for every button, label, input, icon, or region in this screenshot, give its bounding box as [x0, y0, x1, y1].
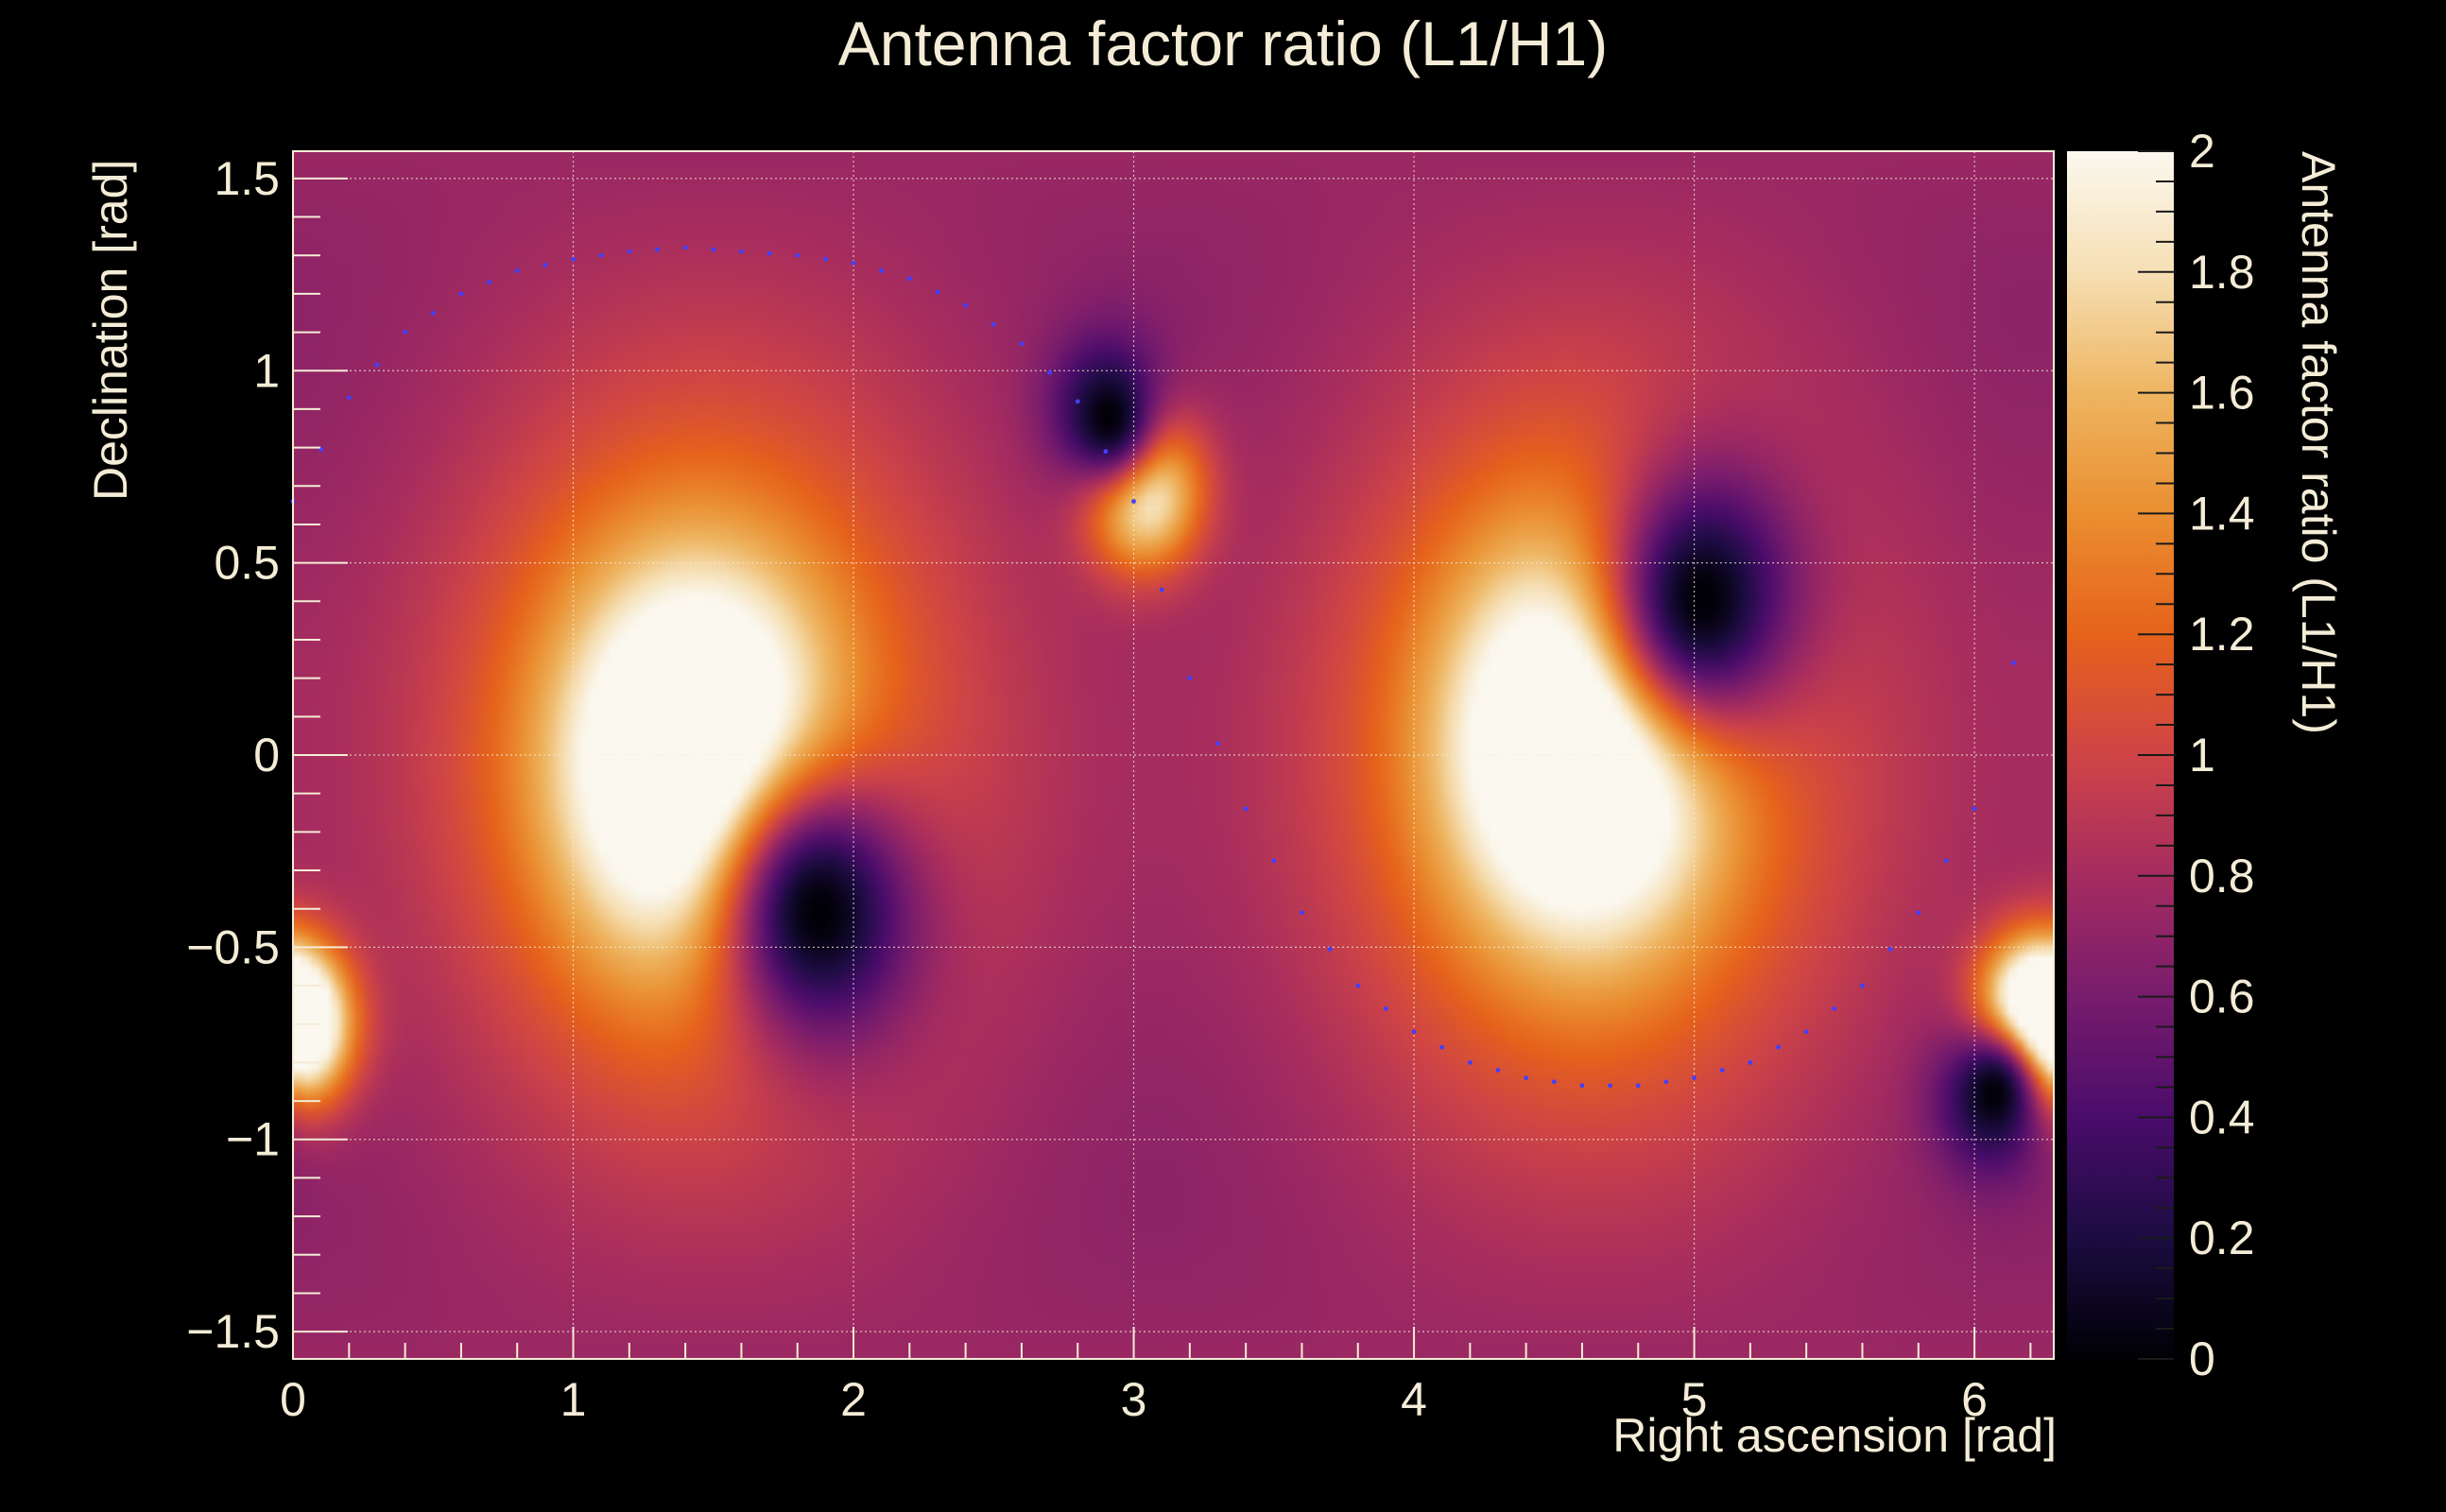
overlay-point [1215, 741, 1220, 746]
overlay-point [1103, 449, 1108, 454]
overlay-point [1468, 1060, 1473, 1065]
y-tick-label: 0.5 [214, 537, 280, 590]
colorbar-tick-label: 0.2 [2189, 1211, 2255, 1264]
overlay-point [1552, 1079, 1557, 1084]
colorbar-tick-label: 0.4 [2189, 1091, 2255, 1143]
colorbar-tick-label: 1.4 [2189, 487, 2255, 540]
y-tick-label: 1 [253, 344, 280, 397]
overlay-point [823, 257, 828, 262]
overlay-point [879, 268, 884, 273]
overlay-point [1439, 1045, 1444, 1050]
colorbar-tick-label: 0.6 [2189, 971, 2255, 1023]
overlay-point [1972, 807, 1977, 812]
overlay-point [1720, 1068, 1725, 1073]
overlay-point [1160, 588, 1164, 593]
overlay-point [1328, 947, 1333, 952]
overlay-point [795, 253, 800, 258]
overlay-point [1047, 370, 1052, 375]
x-tick-label: 2 [840, 1373, 867, 1426]
overlay-point [1355, 984, 1360, 988]
colorbar-tick-label: 0.8 [2189, 850, 2255, 902]
y-tick-label: −1 [226, 1113, 280, 1166]
y-axis-label: Declination [rad] [83, 160, 138, 501]
overlay-point [1187, 676, 1192, 680]
colorbar-tick-label: 1 [2189, 729, 2215, 782]
colorbar-tick-label: 1.8 [2189, 246, 2255, 299]
x-tick-label: 1 [560, 1373, 587, 1426]
colorbar-tick-label: 0 [2189, 1332, 2215, 1385]
overlay-point [459, 292, 464, 297]
overlay-point [767, 251, 772, 256]
overlay-point [1300, 910, 1304, 915]
overlay-point [347, 395, 352, 400]
overlay-point [1496, 1068, 1501, 1073]
overlay-point [1748, 1060, 1752, 1065]
overlay-point [571, 257, 576, 262]
x-tick-label: 3 [1121, 1373, 1147, 1426]
overlay-point [1664, 1079, 1669, 1084]
colorbar-tick-label: 2 [2189, 125, 2215, 178]
overlay-point [487, 280, 491, 284]
x-axis-label: Right ascension [rad] [1612, 1408, 2057, 1463]
overlay-point [1944, 858, 1949, 863]
overlay-point [375, 363, 380, 368]
overlay-point [1804, 1029, 1809, 1034]
overlay-point [1636, 1083, 1641, 1088]
overlay-point [1916, 910, 1921, 915]
y-tick-label: −0.5 [186, 920, 280, 973]
x-tick-label: 4 [1401, 1373, 1427, 1426]
colorbar-label: Antenna factor ratio (L1/H1) [2291, 151, 2346, 734]
overlay-point [936, 289, 940, 294]
overlay-point [2011, 661, 2016, 665]
colorbar-tick-label: 1.6 [2189, 367, 2255, 420]
overlay-point [1131, 499, 1136, 504]
overlay-point [431, 311, 436, 316]
overlay-point [403, 330, 407, 335]
overlay-point [1412, 1029, 1417, 1034]
overlay-point [907, 276, 912, 281]
overlay-point [1888, 947, 1893, 952]
overlay-point [655, 248, 660, 252]
overlay-point [739, 249, 744, 254]
overlay-point [1271, 858, 1276, 863]
x-tick-label: 0 [280, 1373, 306, 1426]
overlay-point [1384, 1006, 1388, 1011]
overlay-point [1692, 1075, 1697, 1080]
overlay-point [543, 263, 547, 267]
overlay-point [599, 253, 604, 258]
overlay-point [1020, 341, 1025, 346]
overlay-point [991, 322, 996, 327]
overlay-point [1244, 807, 1249, 812]
y-tick-label: 0 [253, 729, 280, 782]
overlay-point [515, 268, 520, 273]
overlay-point [1608, 1083, 1612, 1088]
overlay-point [852, 261, 856, 266]
overlay-point [1776, 1045, 1781, 1050]
y-tick-label: −1.5 [186, 1305, 280, 1358]
overlay-point [1832, 1006, 1836, 1011]
overlay-point [1076, 399, 1080, 404]
overlay-point [711, 248, 715, 252]
y-tick-label: 1.5 [214, 152, 280, 205]
overlay-point [627, 249, 631, 254]
overlay-point [963, 303, 968, 308]
overlay-point [683, 246, 688, 250]
overlay-point [1580, 1083, 1585, 1088]
overlay-point [1860, 984, 1865, 988]
colorbar-tick-label: 1.2 [2189, 608, 2255, 661]
overlay-point [1524, 1075, 1528, 1080]
